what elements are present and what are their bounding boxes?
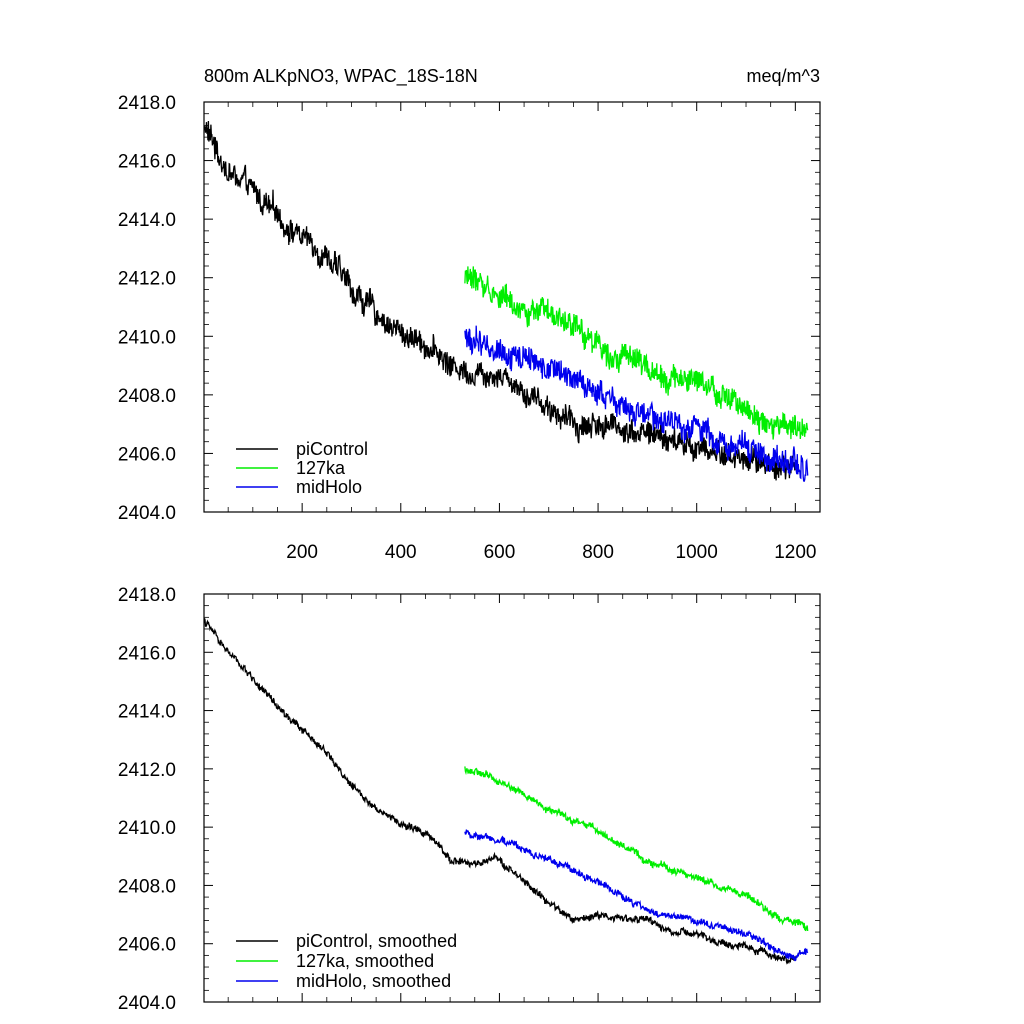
y-tick-label: 2414.0 (118, 702, 176, 723)
series-line-127ka (464, 266, 809, 440)
legend-label-midholo: midHolo (296, 477, 362, 497)
y-tick-label: 2406.0 (118, 935, 176, 956)
legend-label-127ka: 127ka (296, 458, 346, 478)
series-line-midholo-smoothed (464, 829, 809, 962)
legend-label-picontrol-smoothed: piControl, smoothed (296, 931, 457, 951)
y-tick-label: 2412.0 (118, 269, 176, 290)
legend-label-127ka-smoothed: 127ka, smoothed (296, 951, 434, 971)
y-tick-label: 2406.0 (118, 444, 176, 465)
y-tick-label: 2414.0 (118, 210, 176, 231)
y-tick-label: 2412.0 (118, 760, 176, 781)
plot-frame (203, 101, 821, 513)
bottom-panel: 2404.0 2406.0 2408.0 2410.0 2412.0 2414.0 2416… (118, 585, 821, 1014)
y-tick-label: 2418.0 (118, 93, 176, 114)
x-tick-label: 1200 (774, 542, 816, 563)
x-tick-label: 600 (484, 542, 516, 563)
series-line-picontrol (204, 120, 796, 481)
x-tick-label: 1000 (676, 542, 718, 563)
series-line-127ka-smoothed (464, 766, 809, 932)
y-tick-label: 2410.0 (118, 327, 176, 348)
x-tick-label: 800 (582, 542, 614, 563)
x-tick-label: 200 (286, 542, 318, 563)
x-tick-label: 400 (385, 542, 417, 563)
y-tick-label: 2408.0 (118, 876, 176, 897)
plot-frame (203, 593, 821, 1003)
top-panel: 2404.0 2406.0 2408.0 2410.0 2412.0 2414.0 2416… (118, 93, 821, 563)
y-tick-label: 2416.0 (118, 152, 176, 173)
y-tick-label: 2410.0 (118, 818, 176, 839)
y-tick-label: 2404.0 (118, 503, 176, 524)
chart-title: 800m ALKpNO3, WPAC_18S-18N (204, 66, 478, 87)
legend-label-picontrol: piControl (296, 439, 368, 459)
series-line-picontrol-smoothed (204, 618, 796, 965)
chart-units: meq/m^3 (747, 66, 820, 86)
y-tick-label: 2418.0 (118, 585, 176, 606)
y-tick-label: 2416.0 (118, 643, 176, 664)
y-tick-label: 2408.0 (118, 386, 176, 407)
y-tick-label: 2404.0 (118, 993, 176, 1014)
legend-label-midholo-smoothed: midHolo, smoothed (296, 971, 451, 991)
series-line-midholo (464, 325, 809, 483)
